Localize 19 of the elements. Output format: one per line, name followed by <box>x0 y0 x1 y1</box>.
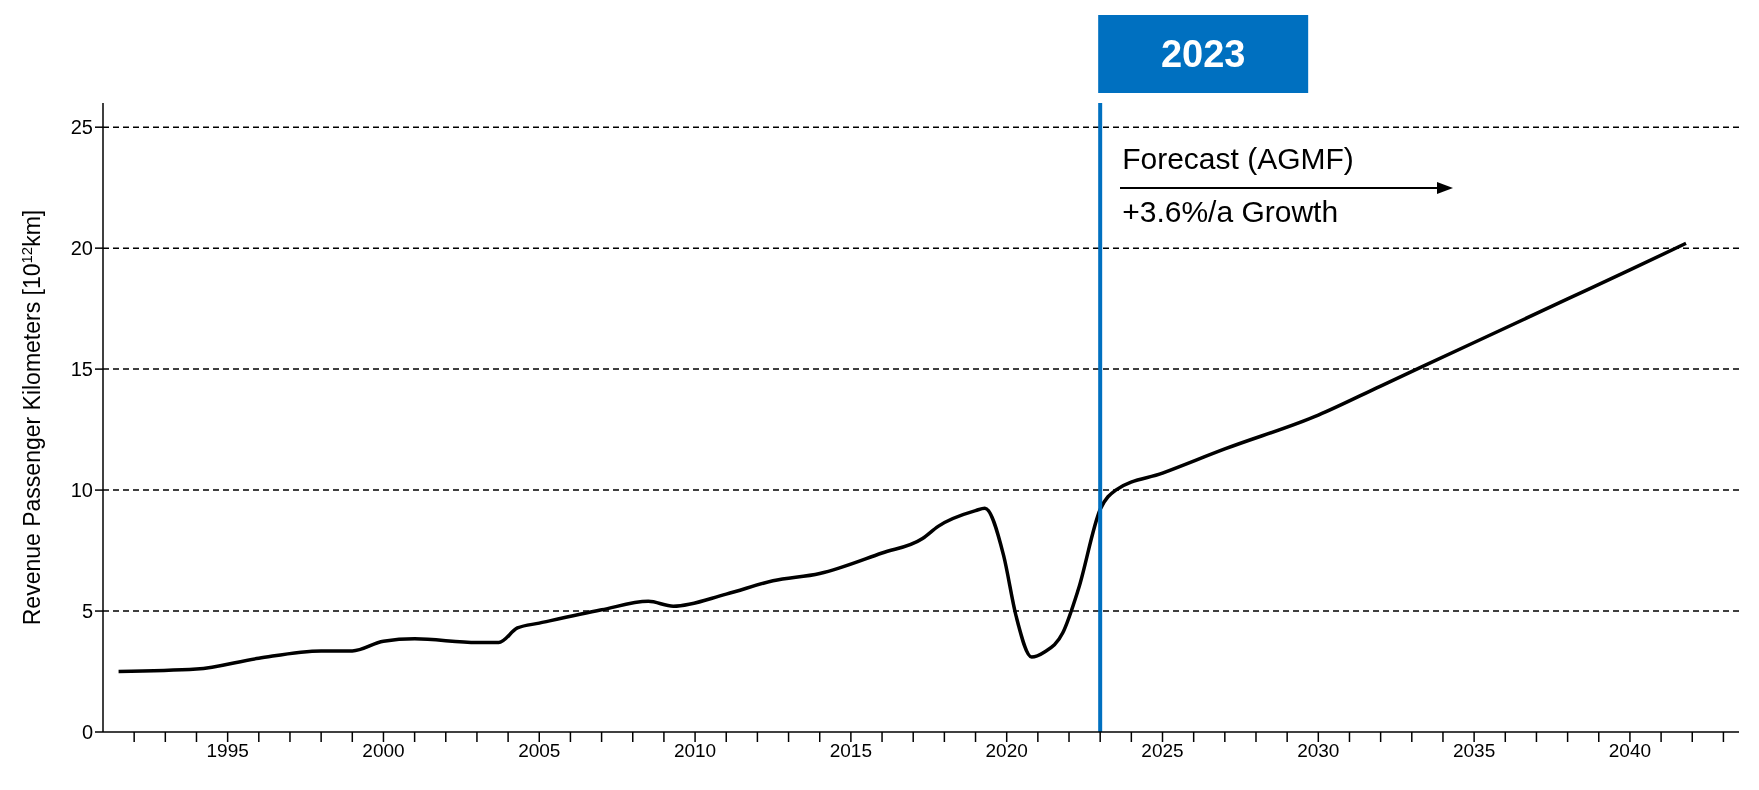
x-tick-label: 2035 <box>1452 740 1496 762</box>
x-tick-label: 2010 <box>673 740 717 762</box>
x-tick-label: 2015 <box>829 740 873 762</box>
y-tick-label: 20 <box>70 237 93 260</box>
annotation: Forecast (AGMF) <box>1122 141 1354 176</box>
x-tick-label: 2005 <box>518 740 561 762</box>
x-tick-label: 2030 <box>1297 740 1340 762</box>
y-tick-label: 15 <box>70 358 93 381</box>
y-tick-label: 25 <box>70 116 93 139</box>
y-tick-label: 10 <box>70 479 93 502</box>
x-tick-label: 1995 <box>206 740 249 762</box>
x-tick-label: 2020 <box>985 740 1028 762</box>
x-tick-label: 2000 <box>362 740 405 762</box>
annotation: +3.6%/a Growth <box>1122 194 1339 229</box>
y-tick-label: 0 <box>81 721 93 744</box>
x-tick-label: 2025 <box>1141 740 1184 762</box>
y-tick-label: 5 <box>81 600 93 623</box>
ref-line-label: 2023 <box>1160 33 1246 75</box>
x-tick-label: 2040 <box>1608 740 1652 762</box>
